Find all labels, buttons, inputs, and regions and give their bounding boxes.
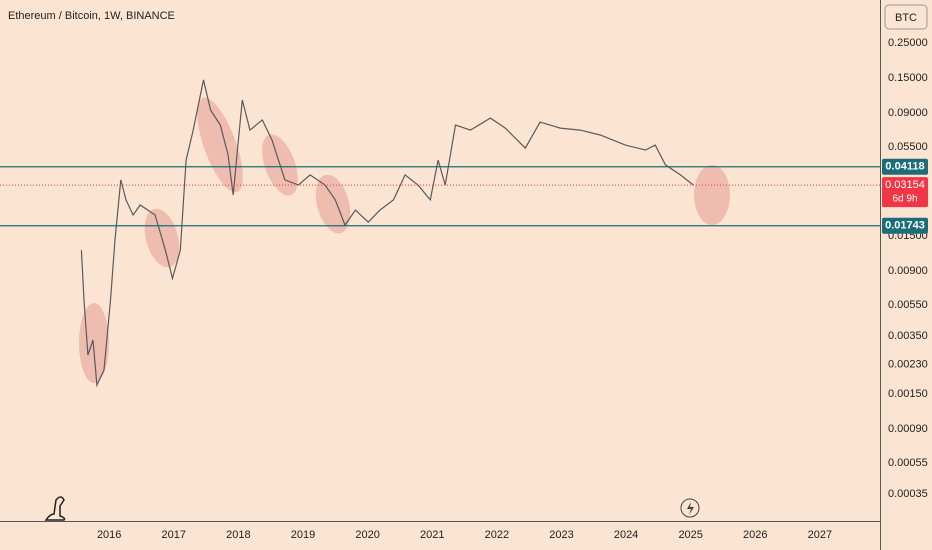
y-tick-label: 0.00150 [888,388,928,400]
events-icon[interactable] [680,498,700,518]
y-tick-label: 0.00055 [888,457,928,469]
y-tick-label: 0.09000 [888,107,928,119]
price-label: 0.01743 [885,220,925,232]
price-label-box [882,217,928,234]
chart-title: Ethereum / Bitcoin, 1W, BINANCE [8,10,175,22]
events-icon-bolt [687,502,694,515]
y-tick-label: 0.00550 [888,299,928,311]
price-label-box [882,158,928,175]
annotation-ellipse [315,174,351,234]
countdown-label: 6d 9h [892,194,917,205]
y-tick-label: 0.05500 [888,141,928,153]
annotation-ellipse [197,97,243,193]
y-tick-label: 0.00350 [888,330,928,342]
x-tick-label: 2020 [355,529,379,541]
price-label: 0.04118 [885,161,924,173]
annotation-ellipse [79,303,109,383]
x-tick-label: 2021 [420,529,444,541]
currency-button[interactable] [884,4,928,30]
currency-label[interactable]: BTC [895,12,917,24]
x-tick-label: 2025 [678,529,702,541]
x-tick-label: 2027 [808,529,832,541]
last-price-box [882,177,928,208]
x-tick-label: 2024 [614,529,638,541]
x-tick-label: 2017 [162,529,186,541]
logo [44,496,66,521]
annotation-ellipse [694,165,730,225]
y-tick-label: 0.15000 [888,72,928,84]
last-price-label: 0.03154 [885,179,925,191]
x-tick-label: 2022 [485,529,509,541]
y-tick-label: 0.25000 [888,37,928,49]
y-tick-label: 0.00090 [888,423,928,435]
y-tick-label: 0.00900 [888,265,928,277]
price-line [80,79,694,388]
x-tick-label: 2023 [549,529,573,541]
x-tick-label: 2019 [291,529,315,541]
x-tick-label: 2018 [226,529,250,541]
x-tick-label: 2016 [97,529,121,541]
x-tick-label: 2026 [743,529,767,541]
y-tick-label: 0.00230 [888,359,928,371]
y-tick-label: 0.00035 [888,488,928,500]
